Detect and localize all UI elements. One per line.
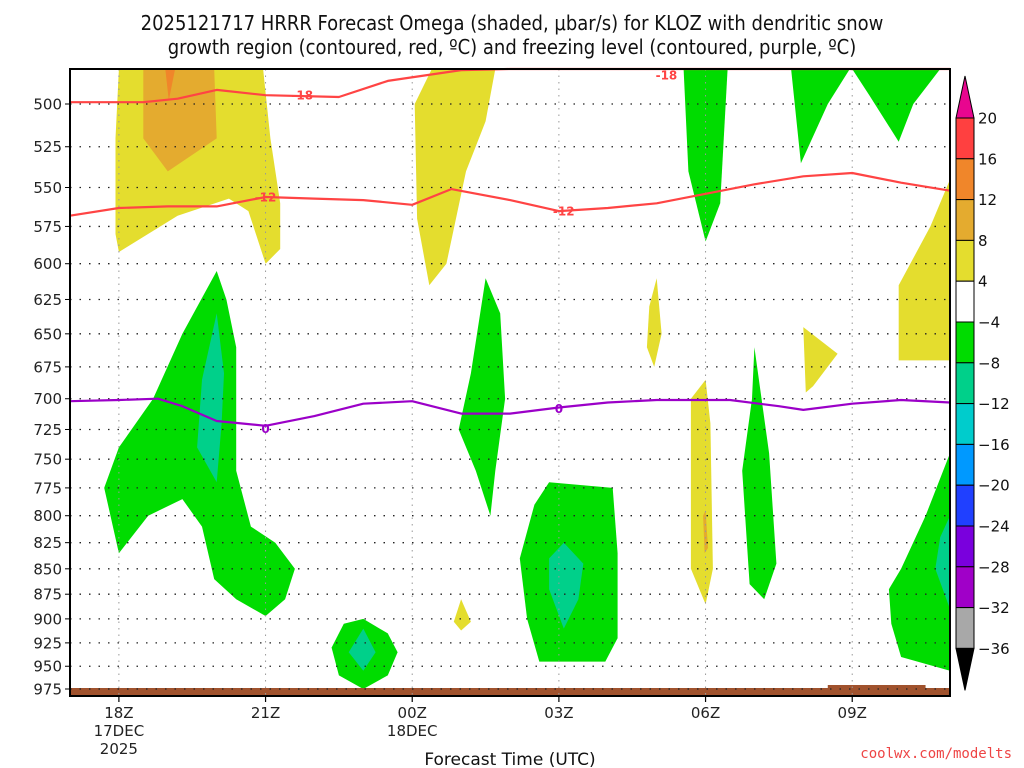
colorbar-label: −4 xyxy=(978,314,1000,332)
colorbar-label: −20 xyxy=(978,477,1010,495)
y-tick-label: 875 xyxy=(33,586,62,604)
y-tick-label: 700 xyxy=(33,390,62,408)
x-tick-label: 17DEC xyxy=(94,722,145,740)
x-tick-label: 2025 xyxy=(100,740,138,758)
y-tick-label: 950 xyxy=(33,658,62,676)
x-axis-title: Forecast Time (UTC) xyxy=(424,750,595,768)
colorbar-swatch xyxy=(955,199,975,241)
contour-label-0: 0 xyxy=(261,422,269,436)
omega-region-green-top-08Z xyxy=(791,69,850,164)
omega-region-green-right-lower xyxy=(888,453,950,671)
terrain-fill xyxy=(70,685,950,696)
colorbar-label: −24 xyxy=(978,518,1010,536)
omega-region-teal-left xyxy=(197,313,224,483)
y-tick-label: 500 xyxy=(33,96,62,114)
x-tick-label: 21Z xyxy=(251,704,280,722)
y-tick-label: 525 xyxy=(33,138,62,156)
colorbar-swatch xyxy=(955,117,975,160)
omega-region-green-vertical-0130 xyxy=(458,278,506,516)
y-tick-label: 825 xyxy=(33,534,62,552)
y-tick-label: 725 xyxy=(33,421,62,439)
colorbar-swatch xyxy=(955,607,975,649)
contour-label--18: -18 xyxy=(291,89,313,103)
contour-label--12: -12 xyxy=(553,205,575,219)
terrain-band xyxy=(70,688,950,696)
contour-label-0: 0 xyxy=(555,402,563,416)
x-tick-label: 03Z xyxy=(544,704,573,722)
credit-link[interactable]: coolwx.com/modelts xyxy=(860,746,1012,762)
y-tick-label: 600 xyxy=(33,255,62,273)
y-tick-label: 775 xyxy=(33,479,62,497)
omega-region-yellow-upper-mid xyxy=(414,69,496,286)
colorbar-swatch xyxy=(955,443,975,486)
y-tick-label: 675 xyxy=(33,358,62,376)
omega-region-yellow-mid-right xyxy=(803,327,838,393)
y-tick-label: 550 xyxy=(33,179,62,197)
colorbar-arrow-top xyxy=(955,75,975,119)
colorbar-label: 16 xyxy=(978,150,997,168)
plot-area: -18 -18 -12 -12 0 0 xyxy=(69,67,951,697)
contour-line-0 xyxy=(69,397,951,427)
chart-title-line-1: 2025121717 HRRR Forecast Omega (shaded, … xyxy=(141,11,884,35)
chart-title-line-2: growth region (contoured, red, ºC) and f… xyxy=(168,35,857,59)
omega-region-teal-right-lower xyxy=(935,515,950,610)
colorbar-swatch xyxy=(955,158,975,201)
colorbar-legend: 20 16 12 8 4 −4 −8 −12 −16 −20 −24 −28 −32 −36 xyxy=(955,75,1010,691)
colorbar-label: 4 xyxy=(978,273,988,291)
colorbar-swatch xyxy=(955,484,975,527)
y-tick-label: 925 xyxy=(33,634,62,652)
omega-region-teal-small-2230 xyxy=(348,628,376,671)
omega-region-green-top-06Z xyxy=(683,69,728,242)
colorbar-label: −28 xyxy=(978,558,1010,576)
y-tick-label: 900 xyxy=(33,610,62,628)
x-tick-label: 18Z xyxy=(104,704,133,722)
colorbar-label: −16 xyxy=(978,436,1010,454)
colorbar-swatch xyxy=(955,239,975,282)
x-tick-label: 09Z xyxy=(838,704,867,722)
colorbar-arrow-bottom xyxy=(955,647,975,691)
y-tick-label: 850 xyxy=(33,560,62,578)
omega-region-deep-orange-upper-left xyxy=(165,69,176,101)
omega-region-yellow-right-upper xyxy=(898,179,950,361)
omega-region-teal-0330 xyxy=(549,542,584,629)
y-axis: 500 525 550 575 600 625 650 675 700 725 750 775 800 8… xyxy=(33,96,70,699)
colorbar-label: 8 xyxy=(978,232,988,250)
colorbar-label: −32 xyxy=(978,599,1010,617)
terrain-bump xyxy=(827,685,926,689)
y-tick-label: 625 xyxy=(33,291,62,309)
plot-frame xyxy=(69,68,951,697)
colorbar-label: −8 xyxy=(978,354,1000,372)
contour-line--12 xyxy=(69,171,951,217)
y-tick-label: 575 xyxy=(33,218,62,236)
y-tick-label: 650 xyxy=(33,325,62,343)
colorbar-swatch xyxy=(955,280,975,323)
y-tick-label: 800 xyxy=(33,507,62,525)
contour-label--12: -12 xyxy=(255,190,277,204)
colorbar-label: −12 xyxy=(978,395,1010,413)
colorbar-swatch xyxy=(955,525,975,568)
colorbar-swatch xyxy=(955,362,975,405)
omega-region-green-vertical-07Z xyxy=(742,347,777,600)
colorbar-swatch xyxy=(955,403,975,445)
omega-region-yellow-tiny-mid xyxy=(453,599,471,631)
omega-region-green-top-10Z xyxy=(852,69,941,142)
colorbar-swatch xyxy=(955,566,975,609)
x-tick-label: 00Z xyxy=(398,704,427,722)
colorbar-label: 20 xyxy=(978,110,997,128)
y-tick-label: 750 xyxy=(33,451,62,469)
colorbar-swatch xyxy=(955,321,975,364)
colorbar-label: −36 xyxy=(978,640,1010,658)
y-tick-label: 975 xyxy=(33,681,62,699)
x-tick-label: 18DEC xyxy=(387,722,438,740)
colorbar-label: 12 xyxy=(978,191,997,209)
x-tick-label: 06Z xyxy=(691,704,720,722)
contour-label--18: -18 xyxy=(656,69,678,83)
omega-region-yellow-small-mid xyxy=(646,278,662,367)
